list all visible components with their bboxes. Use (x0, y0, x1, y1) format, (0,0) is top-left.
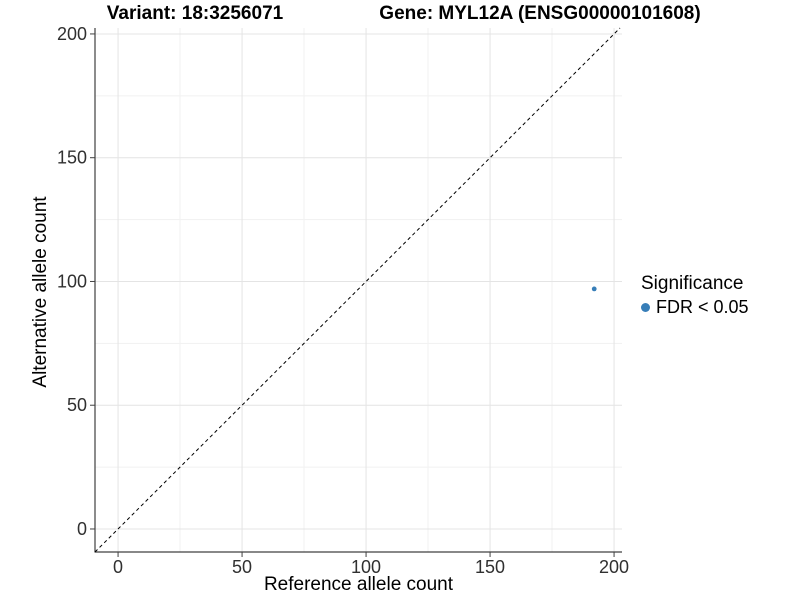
legend-item: FDR < 0.05 (641, 297, 749, 318)
legend-title: Significance (641, 273, 744, 294)
plot-title-gene: Gene: MYL12A (ENSG00000101608) (379, 3, 701, 24)
data-point (591, 286, 597, 292)
x-tick-label: 50 (232, 557, 252, 577)
y-tick-label: 100 (57, 271, 87, 291)
y-tick-label: 50 (67, 395, 87, 415)
x-tick-label: 100 (351, 557, 381, 577)
identity-line (94, 27, 621, 553)
y-tick-label: 150 (57, 148, 87, 168)
y-tick-label: 200 (57, 24, 87, 44)
legend-item-label: FDR < 0.05 (656, 297, 749, 317)
plot-title-variant: Variant: 18:3256071 (106, 3, 284, 24)
x-tick-label: 200 (599, 557, 629, 577)
x-tick-label: 0 (113, 557, 123, 577)
x-axis-title: Reference allele count (263, 574, 454, 595)
y-tick-label: 0 (77, 519, 87, 539)
legend-point-icon (641, 303, 650, 312)
legend: Significance FDR < 0.05 (641, 274, 749, 318)
x-tick-label: 150 (475, 557, 505, 577)
